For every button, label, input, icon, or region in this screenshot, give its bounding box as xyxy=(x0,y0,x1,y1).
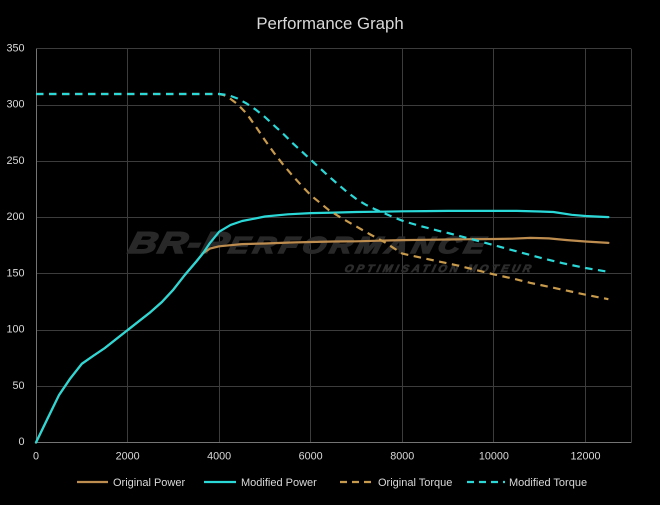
svg-text:10000: 10000 xyxy=(479,451,509,463)
svg-text:Modified Torque: Modified Torque xyxy=(509,477,587,489)
svg-text:300: 300 xyxy=(6,99,24,111)
svg-text:350: 350 xyxy=(6,43,24,55)
svg-text:100: 100 xyxy=(6,324,24,336)
svg-text:200: 200 xyxy=(6,211,24,223)
svg-text:2000: 2000 xyxy=(116,451,140,463)
svg-text:250: 250 xyxy=(6,155,24,167)
svg-text:50: 50 xyxy=(12,380,24,392)
svg-text:8000: 8000 xyxy=(390,451,414,463)
svg-text:Original Power: Original Power xyxy=(113,477,185,489)
svg-text:Original Torque: Original Torque xyxy=(378,477,452,489)
svg-text:OPTIMISATION MOTEUR: OPTIMISATION MOTEUR xyxy=(343,263,535,274)
svg-text:Performance Graph: Performance Graph xyxy=(256,14,403,33)
svg-text:150: 150 xyxy=(6,267,24,279)
svg-text:12000: 12000 xyxy=(570,451,600,463)
svg-text:Modified Power: Modified Power xyxy=(241,477,317,489)
svg-text:0: 0 xyxy=(18,436,24,448)
svg-text:6000: 6000 xyxy=(299,451,323,463)
svg-text:4000: 4000 xyxy=(207,451,231,463)
svg-text:0: 0 xyxy=(33,451,39,463)
